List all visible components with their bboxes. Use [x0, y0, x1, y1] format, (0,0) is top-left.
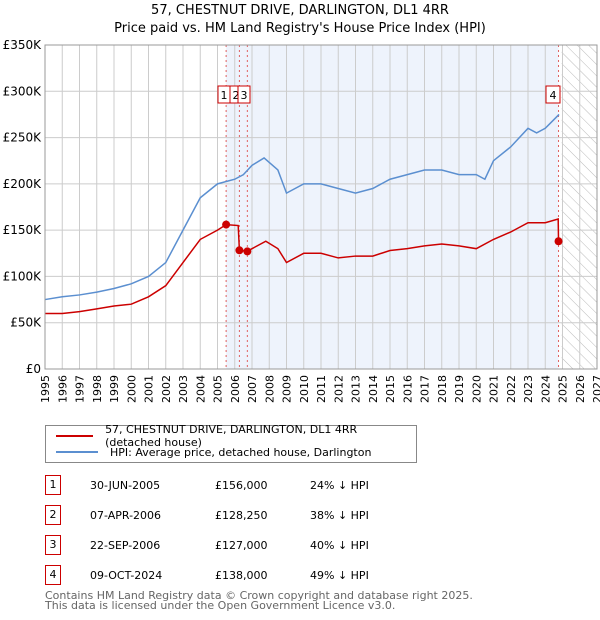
sale-price: £138,000	[215, 569, 268, 582]
x-tick-label: 2027	[591, 375, 600, 403]
x-tick-label: 2016	[401, 375, 414, 403]
x-tick-label: 2004	[194, 375, 207, 403]
sale-price: £128,250	[215, 509, 268, 522]
x-tick-label: 1996	[56, 375, 69, 403]
x-tick-label: 2024	[539, 375, 552, 403]
y-tick-label: £300K	[3, 84, 43, 98]
series-line	[45, 218, 560, 315]
x-tick-label: 1998	[91, 375, 104, 403]
sale-row: 1 30-JUN-2005 £156,000 24% ↓ HPI	[45, 475, 465, 497]
sale-price: £156,000	[215, 479, 268, 492]
legend-item-hpi: HPI: Average price, detached house, Darl…	[56, 444, 371, 460]
sale-hpi-diff: 40% ↓ HPI	[310, 539, 369, 552]
sale-row: 2 07-APR-2006 £128,250 38% ↓ HPI	[45, 505, 465, 527]
x-tick-label: 2025	[557, 375, 570, 403]
sale-marker-box: 1	[45, 475, 61, 495]
sale-label: 4	[550, 89, 557, 102]
x-tick-label: 2002	[160, 375, 173, 403]
y-tick-label: £50K	[10, 316, 42, 330]
x-tick-label: 2007	[246, 375, 259, 403]
x-tick-label: 2014	[367, 375, 380, 403]
x-tick-label: 2022	[505, 375, 518, 403]
sale-date: 09-OCT-2024	[90, 569, 163, 582]
sale-price: £127,000	[215, 539, 268, 552]
x-tick-label: 1999	[108, 375, 121, 403]
sale-label: 3	[241, 89, 248, 102]
x-tick-label: 2026	[574, 375, 587, 403]
y-tick-label: £350K	[3, 38, 43, 52]
x-tick-label: 1997	[74, 375, 87, 403]
chart-subtitle: Price paid vs. HM Land Registry's House …	[114, 21, 486, 36]
line-chart: 1995 1996 1997 1998 1999 2000 2001 2002 2003 2004…	[3, 38, 600, 403]
legend: 57, CHESTNUT DRIVE, DARLINGTON, DL1 4RR …	[45, 423, 417, 463]
x-tick-label: 2011	[315, 375, 328, 403]
x-tick-label: 2009	[281, 375, 294, 403]
x-tick-label: 2013	[350, 375, 363, 403]
plot-frame	[44, 44, 598, 370]
x-tick-label: 2005	[212, 375, 225, 403]
legend-label: 57, CHESTNUT DRIVE, DARLINGTON, DL1 4RR …	[105, 423, 358, 449]
sale-date: 07-APR-2006	[90, 509, 162, 522]
y-tick-label: £100K	[3, 269, 43, 283]
y-tick-label: £0	[26, 362, 41, 376]
legend-label: HPI: Average price, detached house, Darl…	[110, 445, 372, 459]
footer-line: This data is licensed under the Open Gov…	[45, 599, 396, 612]
chart-title: 57, CHESTNUT DRIVE, DARLINGTON, DL1 4RR	[151, 3, 449, 18]
y-tick-label: £150K	[3, 223, 43, 237]
footer: Contains HM Land Registry data © Crown c…	[45, 589, 473, 612]
x-tick-label: 2006	[229, 375, 242, 403]
sale-row: 4 09-OCT-2024 £138,000 49% ↓ HPI	[45, 565, 465, 587]
sale-marker-box: 4	[45, 565, 61, 585]
sale-point	[554, 237, 563, 246]
x-tick-label: 2000	[125, 375, 138, 403]
x-tick-label: 2018	[436, 375, 449, 403]
shaded-ownership-period	[226, 45, 559, 369]
sale-point	[243, 247, 252, 256]
sale-label-box	[545, 85, 561, 104]
x-tick-label: 2012	[332, 375, 345, 403]
sale-hpi-diff: 49% ↓ HPI	[310, 569, 369, 582]
x-tick-label: 2017	[419, 375, 432, 403]
sale-label-box	[237, 85, 251, 104]
x-tick-label: 2015	[384, 375, 397, 403]
sale-label: 1	[221, 89, 228, 102]
sale-marker-box: 3	[45, 535, 61, 555]
y-tick-label: £250K	[3, 131, 43, 145]
x-tick-label: 2003	[177, 375, 190, 403]
y-tick-label: £200K	[3, 177, 43, 191]
sale-point	[235, 246, 244, 255]
x-tick-label: 2010	[298, 375, 311, 403]
sale-hpi-diff: 24% ↓ HPI	[310, 479, 369, 492]
sale-label: 2	[233, 89, 240, 102]
x-tick-label: 1995	[39, 375, 52, 403]
sale-date: 30-JUN-2005	[90, 479, 161, 492]
sale-marker-box: 2	[45, 505, 61, 525]
x-tick-label: 2020	[470, 375, 483, 403]
sale-point	[222, 220, 231, 229]
x-tick-label: 2019	[453, 375, 466, 403]
legend-item-property: 57, CHESTNUT DRIVE, DARLINGTON, DL1 4RR …	[56, 423, 416, 449]
sale-date: 22-SEP-2006	[90, 539, 161, 552]
x-tick-label: 2008	[263, 375, 276, 403]
sale-row: 3 22-SEP-2006 £127,000 40% ↓ HPI	[45, 535, 465, 557]
footer-line: Contains HM Land Registry data © Crown c…	[45, 589, 473, 602]
x-tick-label: 2023	[522, 375, 535, 403]
legend-swatch	[56, 451, 98, 453]
legend-swatch	[56, 435, 94, 437]
sale-hpi-diff: 38% ↓ HPI	[310, 509, 369, 522]
x-tick-label: 2001	[143, 375, 156, 403]
x-tick-label: 2021	[488, 375, 501, 403]
series-line	[44, 113, 560, 301]
